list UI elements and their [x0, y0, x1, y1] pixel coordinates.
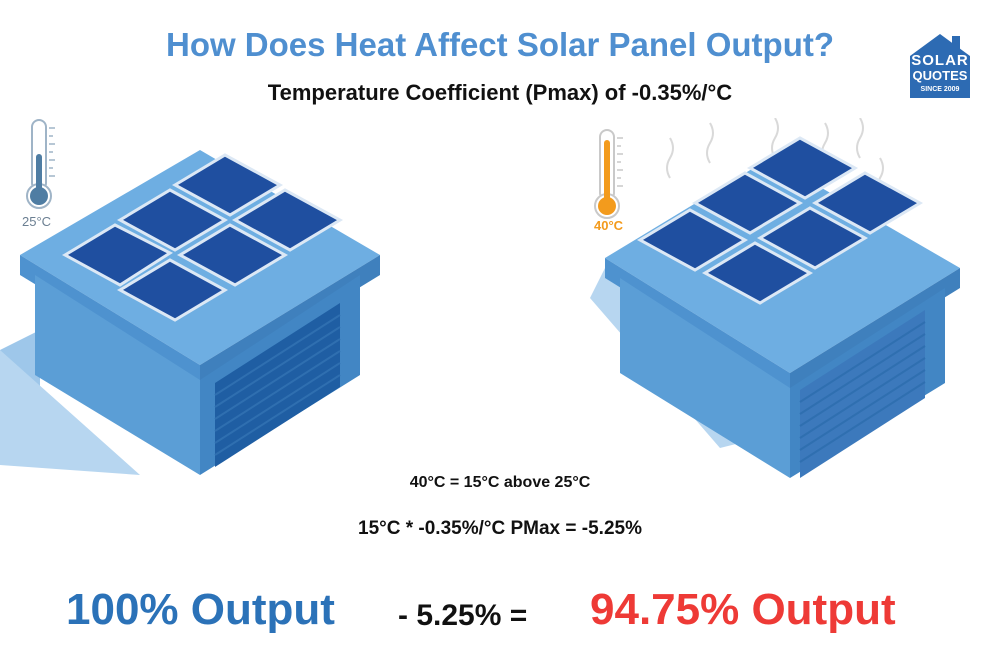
calculation-line-1: 40°C = 15°C above 25°C [409, 474, 591, 491]
calculation-line-2: 15°C * -0.35%/°C PMax = -5.25% [358, 518, 642, 539]
solarquotes-logo: SOLAR QUOTES SINCE 2009 [900, 26, 980, 106]
solar-panel-array [61, 153, 344, 322]
base-output: 100% Output [66, 585, 335, 634]
output-equation: 100% Output - 5.25% = 94.75% Output [0, 585, 1000, 645]
solar-panel-array [636, 136, 924, 305]
house-cool-illustration [0, 135, 400, 495]
final-output: 94.75% Output [590, 585, 896, 634]
logo-line-1: SOLAR [911, 52, 969, 69]
temperature-label-cool: 25°C [22, 214, 52, 229]
house-hot-illustration [560, 117, 980, 478]
page-title: How Does Heat Affect Solar Panel Output? [165, 26, 835, 63]
page-subtitle: Temperature Coefficient (Pmax) of -0.35%… [267, 80, 733, 105]
temperature-label-hot: 40°C [594, 218, 624, 233]
loss-operator: - 5.25% = [398, 599, 528, 632]
thermometer-hot-icon [590, 128, 640, 238]
house-logo-icon [910, 34, 970, 98]
logo-line-3: SINCE 2009 [920, 86, 960, 93]
logo-line-2: QUOTES [912, 68, 968, 83]
thermometer-cool-icon [22, 118, 72, 228]
